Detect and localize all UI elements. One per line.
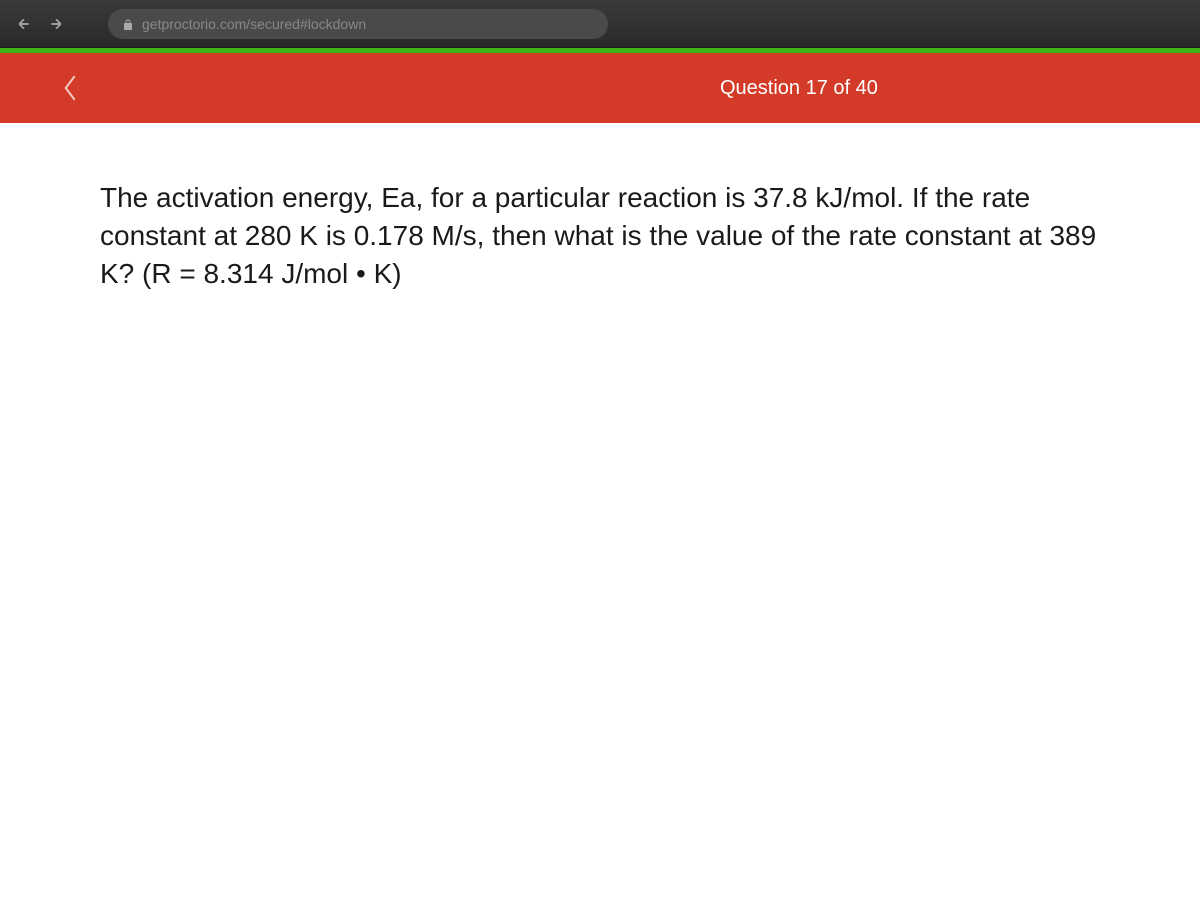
url-bar[interactable]: getproctorio.com/secured#lockdown [108, 9, 608, 39]
browser-forward-button[interactable] [46, 14, 66, 34]
browser-chrome: getproctorio.com/secured#lockdown [0, 0, 1200, 48]
url-text: getproctorio.com/secured#lockdown [142, 16, 366, 32]
browser-back-button[interactable] [14, 14, 34, 34]
lock-icon [122, 18, 134, 30]
question-header: Question 17 of 40 [0, 53, 1200, 123]
question-counter: Question 17 of 40 [720, 77, 878, 100]
content-area: The activation energy, Ea, for a particu… [0, 123, 1200, 900]
previous-question-button[interactable] [50, 68, 90, 108]
question-text: The activation energy, Ea, for a particu… [100, 179, 1100, 292]
